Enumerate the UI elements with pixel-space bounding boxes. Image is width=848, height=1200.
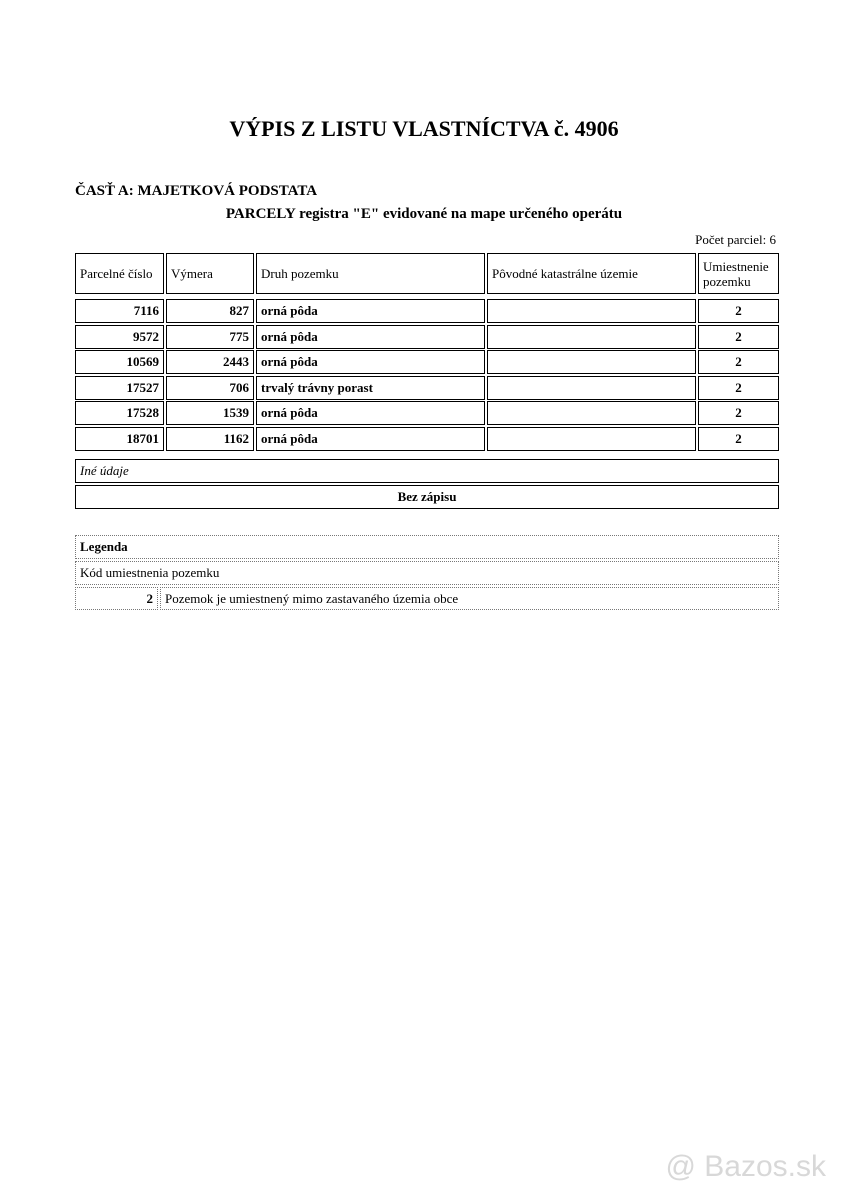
table-cell: trvalý trávny porast	[256, 375, 485, 400]
section-title: ČASŤ A: MAJETKOVÁ PODSTATA	[75, 183, 318, 199]
header-cell: Druh pozemku	[256, 253, 485, 294]
table-cell: 18701	[75, 427, 164, 451]
table-cell: 2443	[166, 350, 254, 375]
table-cell: 1162	[166, 427, 254, 451]
table-cell: 2	[698, 375, 779, 400]
table-cell: orná pôda	[256, 299, 485, 323]
table-cell: 2	[698, 401, 779, 426]
subtitle: PARCELY registra "E" evidované na mape u…	[225, 206, 623, 222]
other-value: Bez zápisu	[75, 485, 779, 509]
table-cell: orná pôda	[256, 401, 485, 426]
table-cell: 827	[166, 299, 254, 323]
table-cell: orná pôda	[256, 427, 485, 451]
legend-title: Legenda	[75, 535, 779, 559]
table-cell: 7116	[75, 299, 164, 323]
header-cell: Pôvodné katastrálne územie	[487, 253, 696, 294]
empty-cell	[487, 324, 696, 349]
empty-cell	[487, 375, 696, 400]
parcel-count: Počet parciel: 6	[695, 232, 776, 247]
table-cell: 706	[166, 375, 254, 400]
empty-cell	[487, 401, 696, 426]
legend-subtitle: Kód umiestnenia pozemku	[75, 561, 779, 585]
table-cell: 2	[698, 324, 779, 349]
table-cell: 2	[698, 350, 779, 375]
empty-cell	[487, 299, 696, 323]
other-label: Iné údaje	[75, 459, 779, 483]
title: VÝPIS Z LISTU VLASTNÍCTVA č. 4906	[229, 116, 619, 141]
table-cell: orná pôda	[256, 350, 485, 375]
header-cell: Parcelné číslo	[75, 253, 164, 294]
table-cell: orná pôda	[256, 324, 485, 349]
legend-description: Pozemok je umiestnený mimo zastavaného ú…	[160, 587, 779, 610]
empty-cell	[487, 350, 696, 375]
table-cell: 10569	[75, 350, 164, 375]
table-cell: 1539	[166, 401, 254, 426]
table-cell: 17528	[75, 401, 164, 426]
table-cell: 9572	[75, 324, 164, 349]
table-cell: 2	[698, 427, 779, 451]
header-cell: Umiestnenie pozemku	[698, 253, 779, 294]
table-cell: 775	[166, 324, 254, 349]
header-cell: Výmera	[166, 253, 254, 294]
empty-cell	[487, 427, 696, 451]
table-cell: 2	[698, 299, 779, 323]
table-cell: 17527	[75, 375, 164, 400]
watermark: @ Bazos.sk	[665, 1150, 826, 1183]
legend-code: 2	[75, 587, 158, 610]
